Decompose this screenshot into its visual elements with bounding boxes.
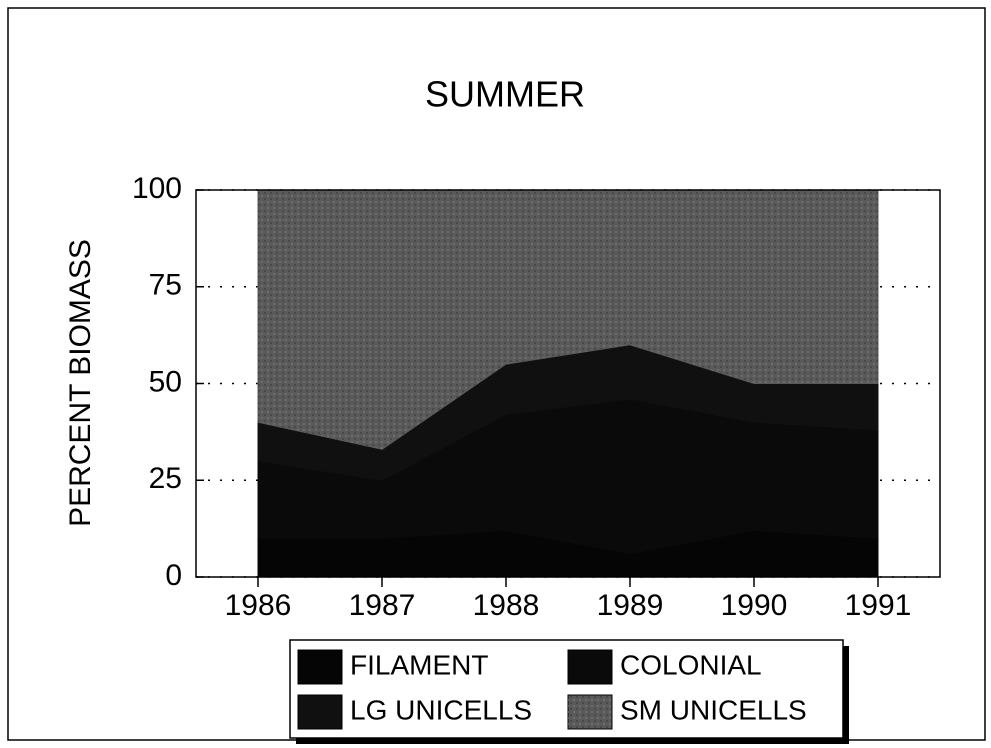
area-texture	[258, 190, 878, 450]
y-axis-label: PERCENT BIOMASS	[64, 239, 97, 527]
legend-label: COLONIAL	[620, 649, 762, 680]
chart-title: SUMMER	[425, 74, 585, 115]
legend-label: FILAMENT	[350, 649, 488, 680]
y-tick-label: 100	[132, 172, 182, 205]
x-tick-label: 1990	[721, 589, 788, 622]
y-tick-label: 50	[149, 365, 182, 398]
x-tick-label: 1989	[597, 589, 664, 622]
legend-label: SM UNICELLS	[620, 694, 807, 725]
legend-label: LG UNICELLS	[350, 694, 532, 725]
x-tick-label: 1988	[473, 589, 540, 622]
plot-frame	[195, 189, 941, 578]
legend-swatch	[567, 649, 613, 685]
y-tick-label: 25	[149, 462, 182, 495]
x-tick-label: 1986	[225, 589, 292, 622]
legend-swatch	[297, 694, 343, 730]
legend-swatch-texture	[568, 695, 612, 729]
x-tick-label: 1987	[349, 589, 416, 622]
legend	[289, 639, 844, 739]
y-tick-label: 75	[149, 269, 182, 302]
y-tick-label: 0	[165, 559, 182, 592]
legend-swatch	[297, 649, 343, 685]
x-tick-label: 1991	[845, 589, 912, 622]
